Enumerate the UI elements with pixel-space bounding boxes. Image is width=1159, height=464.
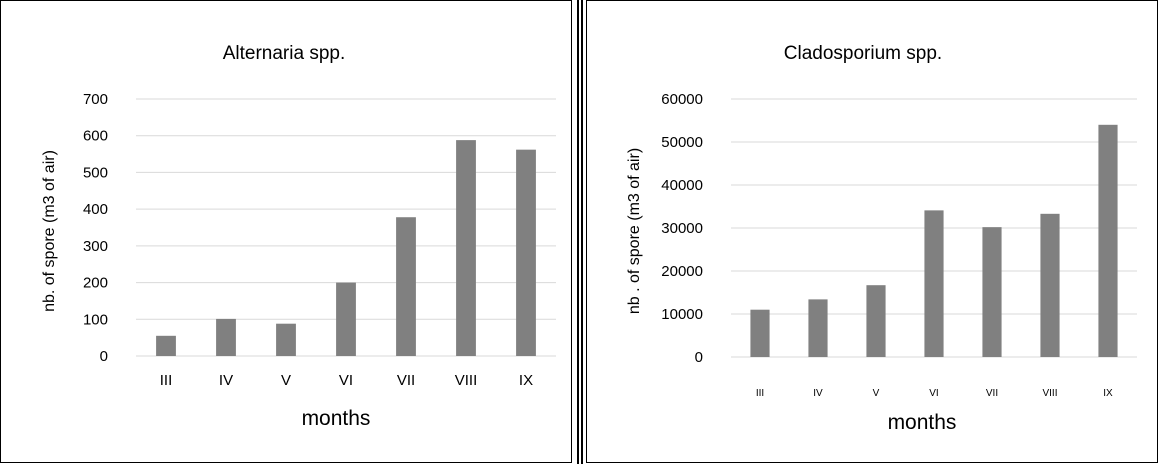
x-tick-label: VII bbox=[986, 388, 998, 399]
bar-V bbox=[866, 285, 886, 357]
y-tick-label: 30000 bbox=[661, 220, 703, 237]
x-tick-label: VI bbox=[929, 388, 938, 399]
y-axis-label: nb. of spore (m3 of air) bbox=[41, 150, 58, 312]
y-tick-label: 40000 bbox=[661, 177, 703, 194]
bar-V bbox=[276, 323, 296, 356]
x-tick-label: III bbox=[756, 388, 764, 399]
x-tick-label: V bbox=[281, 372, 291, 389]
y-tick-label: 500 bbox=[83, 164, 108, 181]
x-tick-label: IX bbox=[519, 372, 533, 389]
bar-III bbox=[156, 335, 176, 356]
bar-VII bbox=[982, 227, 1002, 357]
y-tick-label: 200 bbox=[83, 275, 108, 292]
bar-VI bbox=[336, 282, 356, 356]
chart-title: Cladosporium spp. bbox=[784, 43, 942, 64]
y-tick-label: 300 bbox=[83, 238, 108, 255]
x-tick-label: VI bbox=[339, 372, 353, 389]
chart-panel-cladosporium: Cladosporium spp. 0 10000 20000 30000 40000 50… bbox=[586, 0, 1158, 463]
x-tick-label: III bbox=[160, 372, 173, 389]
bar-IX bbox=[1098, 124, 1118, 357]
chart-panel-alternaria: Alternaria spp. 0 100 200 300 400 500 600 700 III… bbox=[0, 0, 572, 463]
bar-IV bbox=[216, 318, 236, 356]
bar-VI bbox=[924, 210, 944, 357]
alternaria-chart: Alternaria spp. 0 100 200 300 400 500 600 700 III… bbox=[41, 43, 556, 430]
bar-VII bbox=[396, 217, 416, 356]
cladosporium-chart: Cladosporium spp. 0 10000 20000 30000 40000 50… bbox=[626, 43, 1137, 434]
y-tick-label: 10000 bbox=[661, 306, 703, 323]
bar-VIII bbox=[456, 140, 476, 356]
x-tick-label: VIII bbox=[455, 372, 478, 389]
x-tick-label: VIII bbox=[1042, 388, 1057, 399]
x-tick-label: V bbox=[873, 388, 880, 399]
y-axis-label: nb . of spore (m3 of air) bbox=[626, 148, 643, 314]
y-tick-label: 600 bbox=[83, 128, 108, 145]
y-tick-label: 50000 bbox=[661, 134, 703, 151]
x-tick-label: VII bbox=[397, 372, 415, 389]
x-tick-label: IV bbox=[219, 372, 233, 389]
y-tick-label: 0 bbox=[695, 349, 703, 366]
panel-divider bbox=[577, 0, 579, 464]
y-tick-label: 20000 bbox=[661, 263, 703, 280]
bar-III bbox=[750, 309, 770, 357]
bar-VIII bbox=[1040, 213, 1060, 357]
y-tick-label: 60000 bbox=[661, 91, 703, 108]
x-axis-label: months bbox=[888, 411, 957, 434]
chart-title: Alternaria spp. bbox=[223, 43, 346, 64]
y-tick-label: 100 bbox=[83, 311, 108, 328]
y-tick-label: 700 bbox=[83, 91, 108, 108]
y-tick-label: 0 bbox=[100, 348, 108, 365]
bar-IV bbox=[808, 299, 828, 357]
y-tick-label: 400 bbox=[83, 201, 108, 218]
panel-divider bbox=[581, 0, 583, 464]
bar-IX bbox=[516, 149, 536, 356]
x-tick-label: IV bbox=[813, 388, 823, 399]
x-tick-label: IX bbox=[1103, 388, 1113, 399]
x-axis-label: months bbox=[302, 407, 371, 430]
